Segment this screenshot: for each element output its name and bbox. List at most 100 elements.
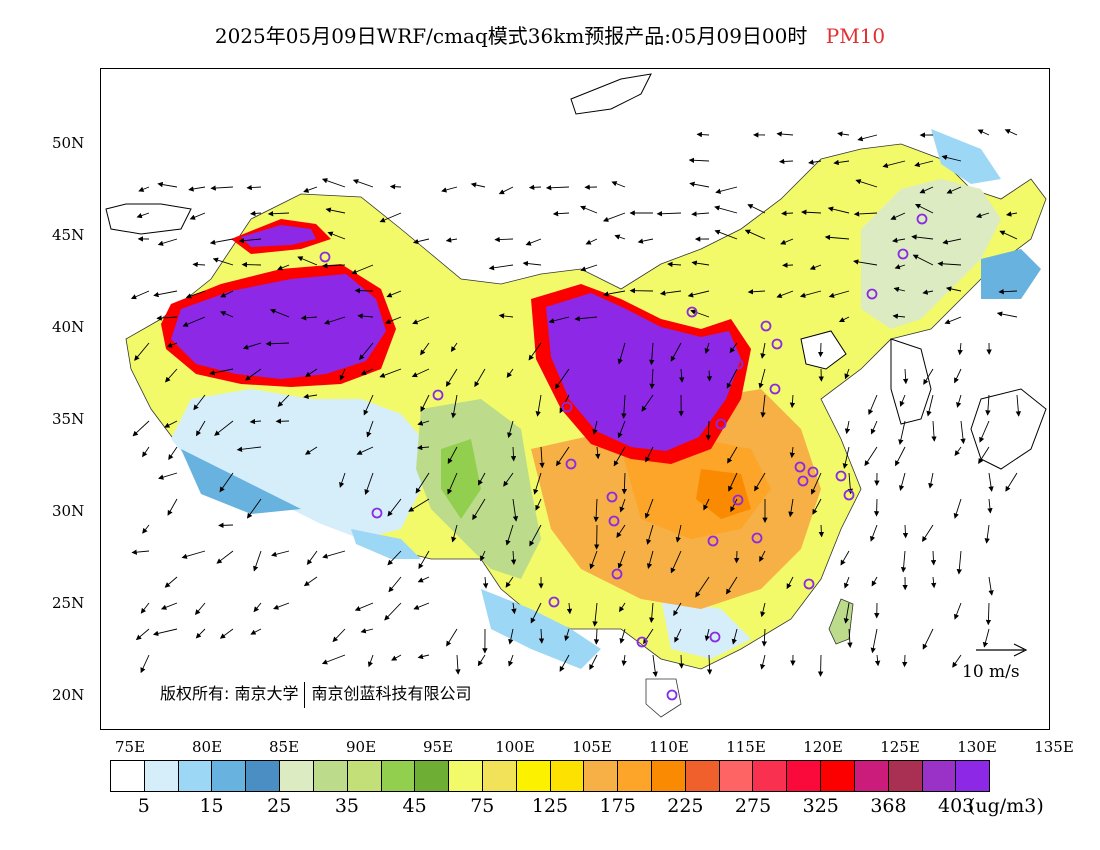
wind-arrow (455, 654, 461, 675)
wind-arrow (747, 289, 766, 295)
wind-arrow (451, 394, 458, 419)
wind-arrow (892, 237, 906, 243)
lat-label: 45N (52, 226, 85, 244)
lon-label: 90E (345, 738, 377, 756)
map-panel[interactable] (100, 68, 1050, 730)
wind-arrow (954, 446, 962, 457)
wind-arrow (919, 186, 934, 194)
wind-arrow (679, 368, 685, 383)
wind-arrow (530, 602, 542, 624)
lon-label: 80E (191, 738, 223, 756)
wind-arrow (379, 368, 402, 378)
wind-arrow (726, 368, 738, 389)
wind-arrow (196, 420, 206, 437)
wind-arrow (470, 182, 486, 188)
wind-arrow (868, 394, 878, 416)
map-title: 2025年05月09日WRF/cmaq模式36km预报产品:05月09日00时 … (0, 20, 1100, 49)
colorbar-label: 75 (470, 795, 495, 817)
wind-arrow (912, 254, 934, 266)
wind-arrow (142, 446, 150, 458)
wind-arrow (760, 654, 766, 670)
wind-arrow (646, 524, 654, 545)
wind-arrow (619, 602, 626, 613)
wind-arrow (817, 654, 824, 677)
wind-arrow (417, 653, 430, 660)
wind-arrow (914, 203, 934, 214)
colorbar-swatch (144, 761, 179, 791)
wind-arrow (611, 181, 626, 188)
wind-arrow (857, 134, 878, 142)
wind-arrow (138, 186, 150, 192)
wind-arrow (529, 524, 542, 547)
wind-arrow (164, 420, 178, 428)
wind-arrow (192, 261, 206, 268)
wind-arrow (209, 238, 234, 245)
wind-arrow (216, 550, 234, 564)
wind-arrow (714, 229, 738, 240)
colorbar-swatch (516, 761, 551, 791)
wind-arrow (899, 394, 906, 407)
colorbar-swatch (821, 761, 855, 791)
wind-arrow (789, 394, 796, 409)
wind-arrow (246, 184, 262, 191)
reference-arrow-icon (976, 643, 1028, 657)
wind-arrow (219, 628, 234, 639)
wind-arrow (249, 418, 262, 425)
wind-arrow (242, 342, 262, 350)
wind-arrow (704, 342, 710, 354)
wind-arrow (659, 290, 682, 296)
wind-arrow (386, 290, 402, 298)
wind-arrow (158, 472, 178, 480)
wind-arrow (325, 207, 346, 214)
wind-arrow (238, 237, 262, 244)
station-marker (645, 425, 657, 437)
wind-arrow (220, 290, 234, 298)
wind-arrow (156, 315, 178, 321)
wind-arrow (614, 234, 626, 240)
wind-arrow (387, 550, 402, 566)
wind-arrow (304, 446, 318, 455)
station-marker (835, 470, 847, 482)
wind-arrow (870, 524, 878, 542)
wind-arrow (843, 576, 850, 589)
wind-arrow (535, 394, 542, 417)
station-marker (866, 288, 878, 300)
wind-arrow (776, 131, 794, 137)
station-marker (807, 466, 819, 478)
wind-arrow (621, 472, 628, 495)
lat-label: 50N (52, 134, 85, 152)
wind-arrow (195, 628, 206, 639)
wind-arrow (649, 368, 655, 390)
wind-arrow (733, 550, 740, 564)
wind-arrow (447, 446, 458, 464)
station-marker (561, 401, 573, 413)
wind-arrow (937, 261, 962, 267)
wind-arrow (164, 576, 178, 588)
wind-arrow (729, 342, 738, 354)
wind-arrow (246, 498, 262, 519)
reference-vector-label: 10 m/s (962, 662, 1020, 682)
wind-arrow (982, 628, 990, 648)
wind-arrow (890, 212, 906, 220)
wind-arrow (480, 550, 486, 562)
wind-arrow (901, 654, 908, 668)
wind-arrow (445, 368, 458, 387)
japan-outline (970, 388, 1047, 470)
wind-arrow (593, 498, 599, 523)
wind-vectors (130, 129, 1022, 678)
wind-arrow (898, 472, 906, 491)
wind-arrow (354, 602, 374, 611)
wind-arrow (902, 524, 909, 539)
wind-arrow (619, 628, 626, 644)
wind-arrow (946, 186, 962, 194)
wind-arrow (212, 257, 234, 266)
wind-arrow (759, 550, 766, 562)
wind-arrow (321, 178, 346, 188)
station-marker (604, 371, 616, 383)
wind-arrow (690, 309, 710, 318)
wind-arrow (688, 157, 710, 164)
colorbar-label: 125 (531, 795, 569, 817)
wind-arrow (472, 498, 486, 521)
wind-arrow (853, 259, 878, 266)
wind-arrow (827, 206, 850, 214)
